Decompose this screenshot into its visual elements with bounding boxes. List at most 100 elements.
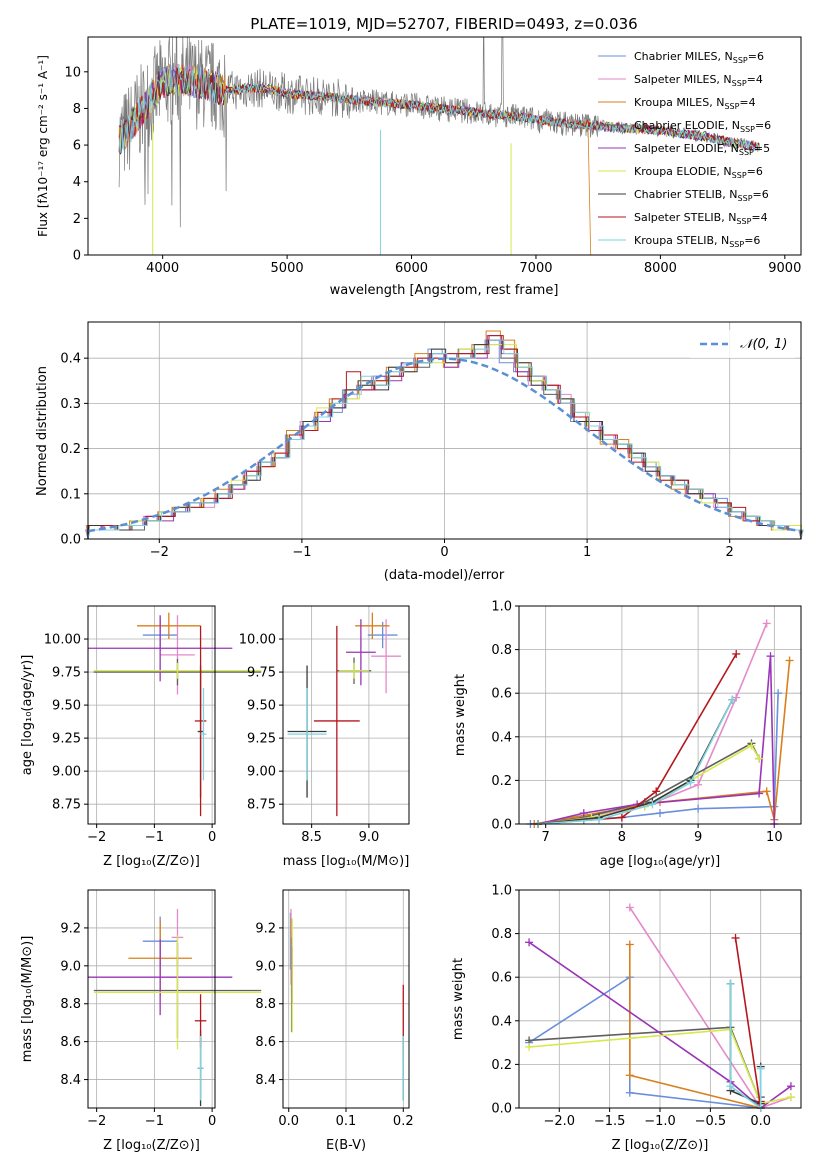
y-tick-label: 8.6: [60, 1035, 81, 1050]
x-tick-label: 9: [694, 830, 702, 845]
mass-weight-series: [529, 1028, 792, 1105]
x-tick-label: 5000: [271, 261, 304, 276]
x-tick-label: 7000: [519, 261, 552, 276]
y-tick-label: 0.8: [491, 927, 512, 942]
spectrum-y-label: Flux [fλ10⁻¹⁷ erg cm⁻² s⁻¹ A⁻¹]: [36, 55, 50, 237]
y-tick-label: 0: [73, 249, 81, 264]
plus-marker: [694, 780, 703, 789]
y-tick-label: 0.0: [60, 533, 81, 548]
y-tick-label: 9.2: [255, 921, 276, 936]
data-point: [287, 687, 327, 781]
massweight-vs-age-panel: 7 8 9 10 0.0 0.2 0.4 0.6 0.8 1.0 age [log₁₀(age/yr…: [453, 600, 802, 869]
y-tick-label: 6: [73, 139, 81, 154]
histogram-series: [87, 335, 804, 540]
y-tick-label: 9.75: [52, 666, 81, 681]
plus-marker: [625, 940, 634, 949]
plus-marker: [625, 1071, 634, 1080]
y-tick-label: 2: [73, 212, 81, 227]
legend-label: Salpeter STELIB, NSSP=4: [634, 211, 768, 226]
y-tick-label: 0.0: [491, 1102, 512, 1117]
plus-marker: [747, 741, 756, 750]
data-point: [313, 625, 360, 817]
legend-suffix: =6: [748, 50, 764, 63]
legend-suffix: =6: [744, 234, 760, 247]
plus-marker: [726, 979, 735, 988]
histogram-series: [87, 335, 802, 539]
legend-subscript: SSP: [740, 125, 755, 134]
legend-suffix: =5: [754, 142, 770, 155]
plus-marker: [728, 695, 737, 704]
y-tick-label: 8: [73, 102, 81, 117]
data-point: [200, 687, 207, 781]
spectrum-plot-area: [118, 37, 761, 255]
legend-subscript: SSP: [736, 217, 751, 226]
y-tick-label: 1.0: [491, 884, 512, 899]
y-tick-label: 8.75: [247, 798, 276, 813]
legend-suffix: =4: [739, 96, 755, 109]
x-tick-label: −1: [145, 830, 164, 845]
legend-label: Kroupa MILES, NSSP=4: [634, 96, 756, 111]
plus-marker: [726, 1082, 735, 1091]
y-axis-label: mass weight: [453, 674, 468, 756]
mass-weight-series: [528, 941, 792, 1110]
data-point: [88, 939, 233, 1016]
histogram-y-label: Normed distribution: [35, 366, 50, 496]
histogram-x-label: (data-model)/error: [384, 568, 505, 583]
histogram-series: [87, 339, 804, 540]
plus-marker: [652, 787, 661, 796]
x-tick-label: 0.0: [278, 1114, 299, 1129]
x-axis-label: Z [log₁₀(Z/Z⊙)]: [103, 854, 200, 869]
legend-label: Kroupa ELODIE, NSSP=6: [634, 165, 763, 180]
y-tick-label: 0.4: [491, 730, 512, 745]
y-axis-label: mass weight: [451, 958, 466, 1040]
y-tick-label: 0.8: [491, 643, 512, 658]
legend-suffix: =6: [747, 165, 763, 178]
legend-subscript: SSP: [733, 56, 748, 65]
y-tick-label: 0.4: [60, 352, 81, 367]
data-point: [371, 619, 401, 694]
x-tick-label: −2: [150, 545, 169, 560]
x-tick-label: −1.0: [644, 1114, 676, 1129]
y-tick-label: 9.50: [52, 699, 81, 714]
residual-histogram-panel: −2 −1 0 1 2 0.0 0.1 0.2 0.3 0.4 (data-model)/err…: [35, 321, 804, 583]
plus-marker: [762, 619, 771, 628]
y-tick-label: 9.75: [247, 666, 276, 681]
x-tick-label: 0.0: [750, 1114, 771, 1129]
y-tick-label: 0.0: [491, 818, 512, 833]
data-point: [93, 935, 262, 1050]
plus-marker: [786, 1093, 795, 1102]
legend-suffix: =6: [753, 188, 769, 201]
x-tick-label: −2: [87, 830, 106, 845]
legend-label: Salpeter MILES, NSSP=4: [634, 73, 763, 88]
x-tick-label: −2.0: [543, 1114, 575, 1129]
plus-marker: [731, 933, 740, 942]
x-tick-label: 8.5: [301, 830, 322, 845]
plus-marker: [525, 1042, 534, 1051]
y-tick-label: 9.00: [52, 765, 81, 780]
plus-marker: [732, 649, 741, 658]
y-tick-label: 8.4: [255, 1073, 276, 1088]
x-tick-label: 8: [618, 830, 626, 845]
age-vs-metallicity-panel: −2 −1 0 8.75 9.00 9.25 9.50 9.75 10.00 Z [log₁₀(Z…: [20, 605, 262, 869]
x-tick-label: 0.2: [393, 1114, 414, 1129]
x-tick-label: 0: [208, 1114, 216, 1129]
y-tick-label: 0.1: [60, 487, 81, 502]
plus-marker: [625, 903, 634, 912]
legend-text: Kroupa STELIB, N: [634, 234, 729, 247]
plus-marker: [595, 815, 604, 824]
legend-label: Chabrier STELIB, NSSP=6: [634, 188, 769, 203]
grid: [88, 890, 215, 1108]
x-tick-label: −2: [87, 1114, 106, 1129]
x-tick-label: −1.5: [594, 1114, 626, 1129]
y-tick-label: 8.4: [60, 1073, 81, 1088]
plus-marker: [579, 809, 588, 818]
spectrum-x-ticks: 4000 5000 6000 7000 8000 9000: [146, 255, 801, 276]
age-vs-mass-panel: 8.5 9.0 8.75 9.00 9.25 9.50 9.75 10.00 mass [log…: [239, 605, 410, 869]
y-tick-label: 9.0: [60, 959, 81, 974]
legend-text: Chabrier ELODIE, N: [634, 119, 740, 132]
y-tick-label: 10: [64, 65, 81, 80]
y-tick-label: 8.8: [255, 997, 276, 1012]
plus-marker: [648, 800, 657, 809]
plus-marker: [656, 809, 664, 818]
